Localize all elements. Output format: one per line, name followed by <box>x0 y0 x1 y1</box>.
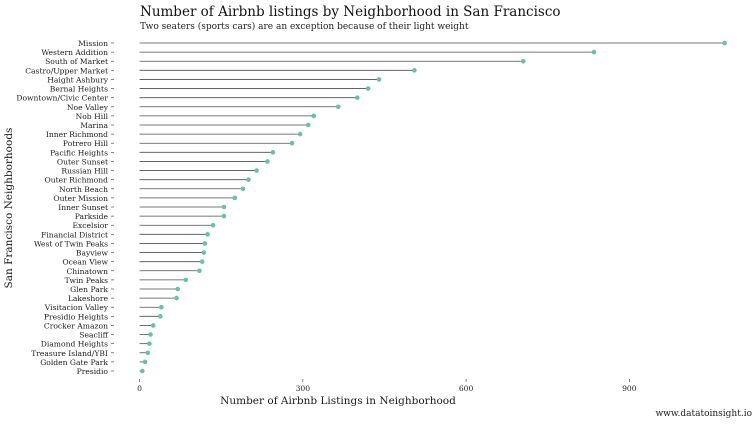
y-tick-label: Seacliff <box>79 331 108 340</box>
lollipop-point <box>157 314 163 319</box>
x-tick-label: 0 <box>137 384 142 393</box>
lollipop-point <box>201 250 207 255</box>
y-tick-label: Crocker Amazon <box>44 321 108 330</box>
y-tick-label: Noe Valley <box>67 103 109 112</box>
y-tick-label: Ocean View <box>62 258 108 267</box>
lollipop-point <box>376 77 382 82</box>
y-tick-label: Outer Mission <box>53 194 108 203</box>
lollipop-point <box>199 259 205 264</box>
lollipop-point <box>265 159 270 164</box>
y-tick-label: Chinatown <box>66 267 108 276</box>
x-axis: 0 300 600 900 <box>137 379 637 393</box>
lollipop-point <box>147 341 152 346</box>
lollipop-point <box>254 168 259 173</box>
lollipop-point <box>246 177 251 182</box>
lollipop-point <box>412 68 417 73</box>
lollipop-point <box>335 104 341 110</box>
lollipop-point <box>148 332 153 337</box>
y-tick-label: Bayview <box>76 249 109 258</box>
y-tick-label: Financial District <box>41 230 108 239</box>
y-tick-label: Twin Peaks <box>65 276 108 285</box>
y-tick-label: Nob Hill <box>76 112 109 121</box>
lollipop-point <box>722 40 727 46</box>
x-tick-label: 600 <box>459 384 474 393</box>
y-tick-label: Presidio <box>77 367 109 376</box>
y-tick-label: Lakeshore <box>68 294 109 303</box>
lollipop-point <box>240 186 246 192</box>
lollipop-point <box>232 195 238 201</box>
y-tick-label: Presidio Heights <box>44 312 108 321</box>
chart-subtitle: Two seaters (sports cars) are an excepti… <box>140 22 469 32</box>
lollipop-point <box>183 277 189 283</box>
y-tick-label: Castro/Upper Market <box>25 66 108 75</box>
y-tick-label: Western Addition <box>41 48 108 57</box>
y-tick-label: Golden Gate Park <box>40 358 108 367</box>
lollipop-point <box>297 131 303 137</box>
lollipop-point <box>202 241 208 246</box>
x-tick-label: 300 <box>296 384 311 393</box>
y-tick-label: West of Twin Peaks <box>34 239 108 248</box>
y-tick-label: Excelsior <box>72 221 108 230</box>
y-tick-label: Parkside <box>75 212 109 221</box>
lollipop-point <box>210 222 216 228</box>
y-tick-label: Inner Sunset <box>58 203 108 212</box>
lollipop-point <box>205 232 210 237</box>
y-tick-label: Downtown/Civic Center <box>16 94 108 103</box>
lollipop-point <box>305 122 311 128</box>
lollipop-layer <box>139 40 727 374</box>
lollipop-point <box>270 150 276 155</box>
x-tick-label: 900 <box>622 384 637 393</box>
y-tick-label: Haight Ashbury <box>47 75 108 84</box>
lollipop-point <box>221 213 227 219</box>
y-tick-label: South of Market <box>45 57 108 66</box>
y-tick-label: Diamond Heights <box>41 340 108 349</box>
y-tick-label: Inner Richmond <box>46 130 108 139</box>
y-tick-label: Russian Hill <box>61 167 108 176</box>
lollipop-point <box>365 86 371 91</box>
lollipop-point <box>174 295 179 301</box>
y-tick-label: Glen Park <box>70 285 108 294</box>
lollipop-point <box>520 58 526 64</box>
lollipop-point <box>175 286 180 292</box>
lollipop-point <box>145 350 151 356</box>
lollipop-point <box>197 268 202 274</box>
lollipop-point <box>221 204 227 210</box>
lollipop-point <box>150 323 156 328</box>
lollipop-point <box>159 304 164 310</box>
lollipop-point <box>591 49 597 55</box>
y-tick-label: Outer Sunset <box>57 157 108 166</box>
chart-title: Number of Airbnb listings by Neighborhoo… <box>140 4 561 20</box>
x-axis-title: Number of Airbnb Listings in Neighborhoo… <box>220 395 456 407</box>
y-tick-label: Mission <box>78 39 108 48</box>
lollipop-point <box>311 113 317 119</box>
y-tick-label: North Beach <box>59 185 108 194</box>
y-tick-label: Marina <box>80 121 108 130</box>
y-tick-label: Outer Richmond <box>44 176 108 185</box>
lollipop-point <box>140 368 145 374</box>
y-tick-label: Visitacion Valley <box>44 303 109 312</box>
lollipop-point <box>289 140 295 146</box>
chart-caption: www.datatoinsight.io <box>655 409 752 419</box>
lollipop-point <box>354 95 360 100</box>
y-tick-label: Bernal Heights <box>50 85 108 94</box>
y-tick-label: Treasure Island/YBI <box>31 349 108 358</box>
y-axis-title: San Francisco Neighborhoods <box>3 128 15 289</box>
y-tick-label: Potrero Hill <box>63 139 109 148</box>
lollipop-point <box>142 359 148 365</box>
y-tick-label: Pacific Heights <box>50 148 108 157</box>
